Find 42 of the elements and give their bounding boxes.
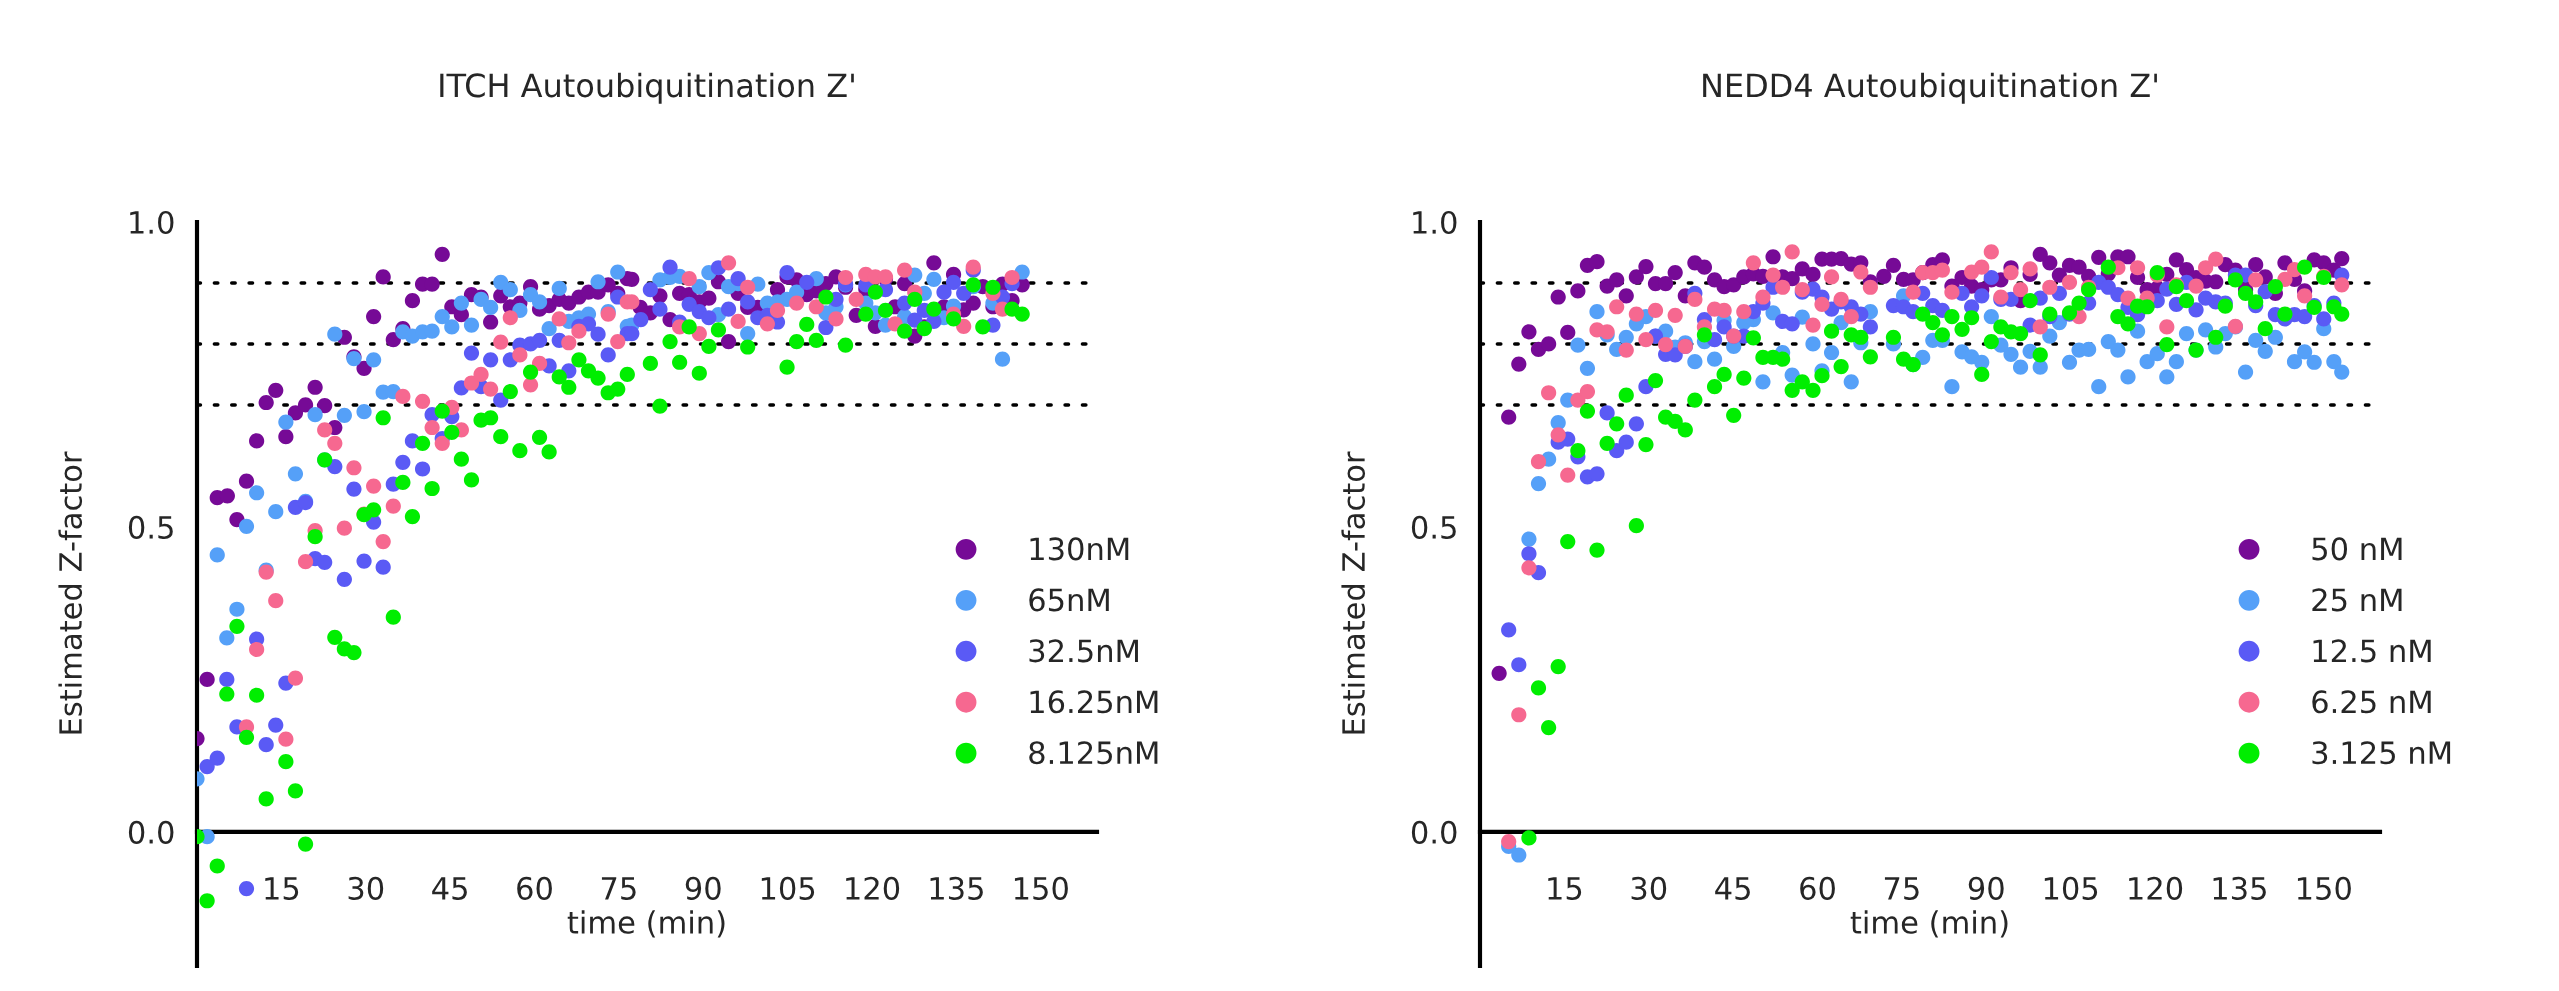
- legend-label: 32.5nM: [1029, 639, 1138, 663]
- legend-label: 12.5 nM: [2313, 639, 2431, 663]
- legend-label: 130nM: [1030, 537, 1129, 561]
- x-tick-label: 75: [1884, 877, 1919, 900]
- x-tick-label: 105: [761, 876, 815, 900]
- y-axis-title: Estimated Z-factor: [1341, 451, 1366, 734]
- x-tick-label: 120: [846, 876, 900, 900]
- y-axis-title: Estimated Z-factor: [58, 451, 83, 734]
- y-tick-label: 1.0: [1413, 210, 1457, 235]
- chart-title: ITCH Autoubiquitination Z': [440, 72, 854, 104]
- y-tick-label: 0.0: [128, 820, 174, 844]
- legend-label: 50 nM: [2312, 537, 2402, 561]
- legend-label: 16.25nM: [1030, 690, 1158, 714]
- x-tick-label: 45: [1715, 877, 1750, 900]
- y-tick-label: 1.0: [130, 210, 174, 235]
- x-tick-label: 15: [1548, 877, 1582, 900]
- legend-label: 3.125 nM: [2312, 741, 2451, 765]
- x-axis-title: time (min): [567, 910, 725, 938]
- x-tick-label: 90: [685, 876, 721, 900]
- x-tick-label: 60: [1800, 876, 1835, 900]
- chart-title: NEDD4 Autoubiquitination Z': [1703, 72, 2157, 104]
- legend-label: 25 nM: [2312, 588, 2402, 612]
- x-tick-label: 15: [265, 877, 299, 900]
- y-tick-label: 0.5: [128, 515, 173, 539]
- x-tick-label: 60: [517, 876, 552, 900]
- x-tick-label: 120: [2129, 876, 2183, 900]
- x-tick-label: 30: [1631, 876, 1667, 900]
- legend-label: 8.125nM: [1029, 741, 1158, 765]
- x-tick-label: 135: [930, 876, 983, 900]
- x-tick-label: 150: [1014, 876, 1068, 900]
- y-tick-label: 0.0: [1411, 820, 1457, 844]
- x-tick-label: 150: [2297, 876, 2351, 900]
- x-tick-label: 75: [601, 877, 636, 900]
- x-tick-label: 45: [432, 877, 467, 900]
- x-tick-label: 30: [348, 876, 384, 900]
- legend-label: 65nM: [1029, 588, 1109, 612]
- y-tick-label: 0.5: [1411, 515, 1456, 539]
- legend-label: 6.25 nM: [2312, 690, 2431, 714]
- x-tick-label: 90: [1968, 876, 2004, 900]
- x-tick-label: 105: [2044, 876, 2098, 900]
- x-tick-label: 135: [2213, 876, 2266, 900]
- x-axis-title: time (min): [1850, 910, 2008, 938]
